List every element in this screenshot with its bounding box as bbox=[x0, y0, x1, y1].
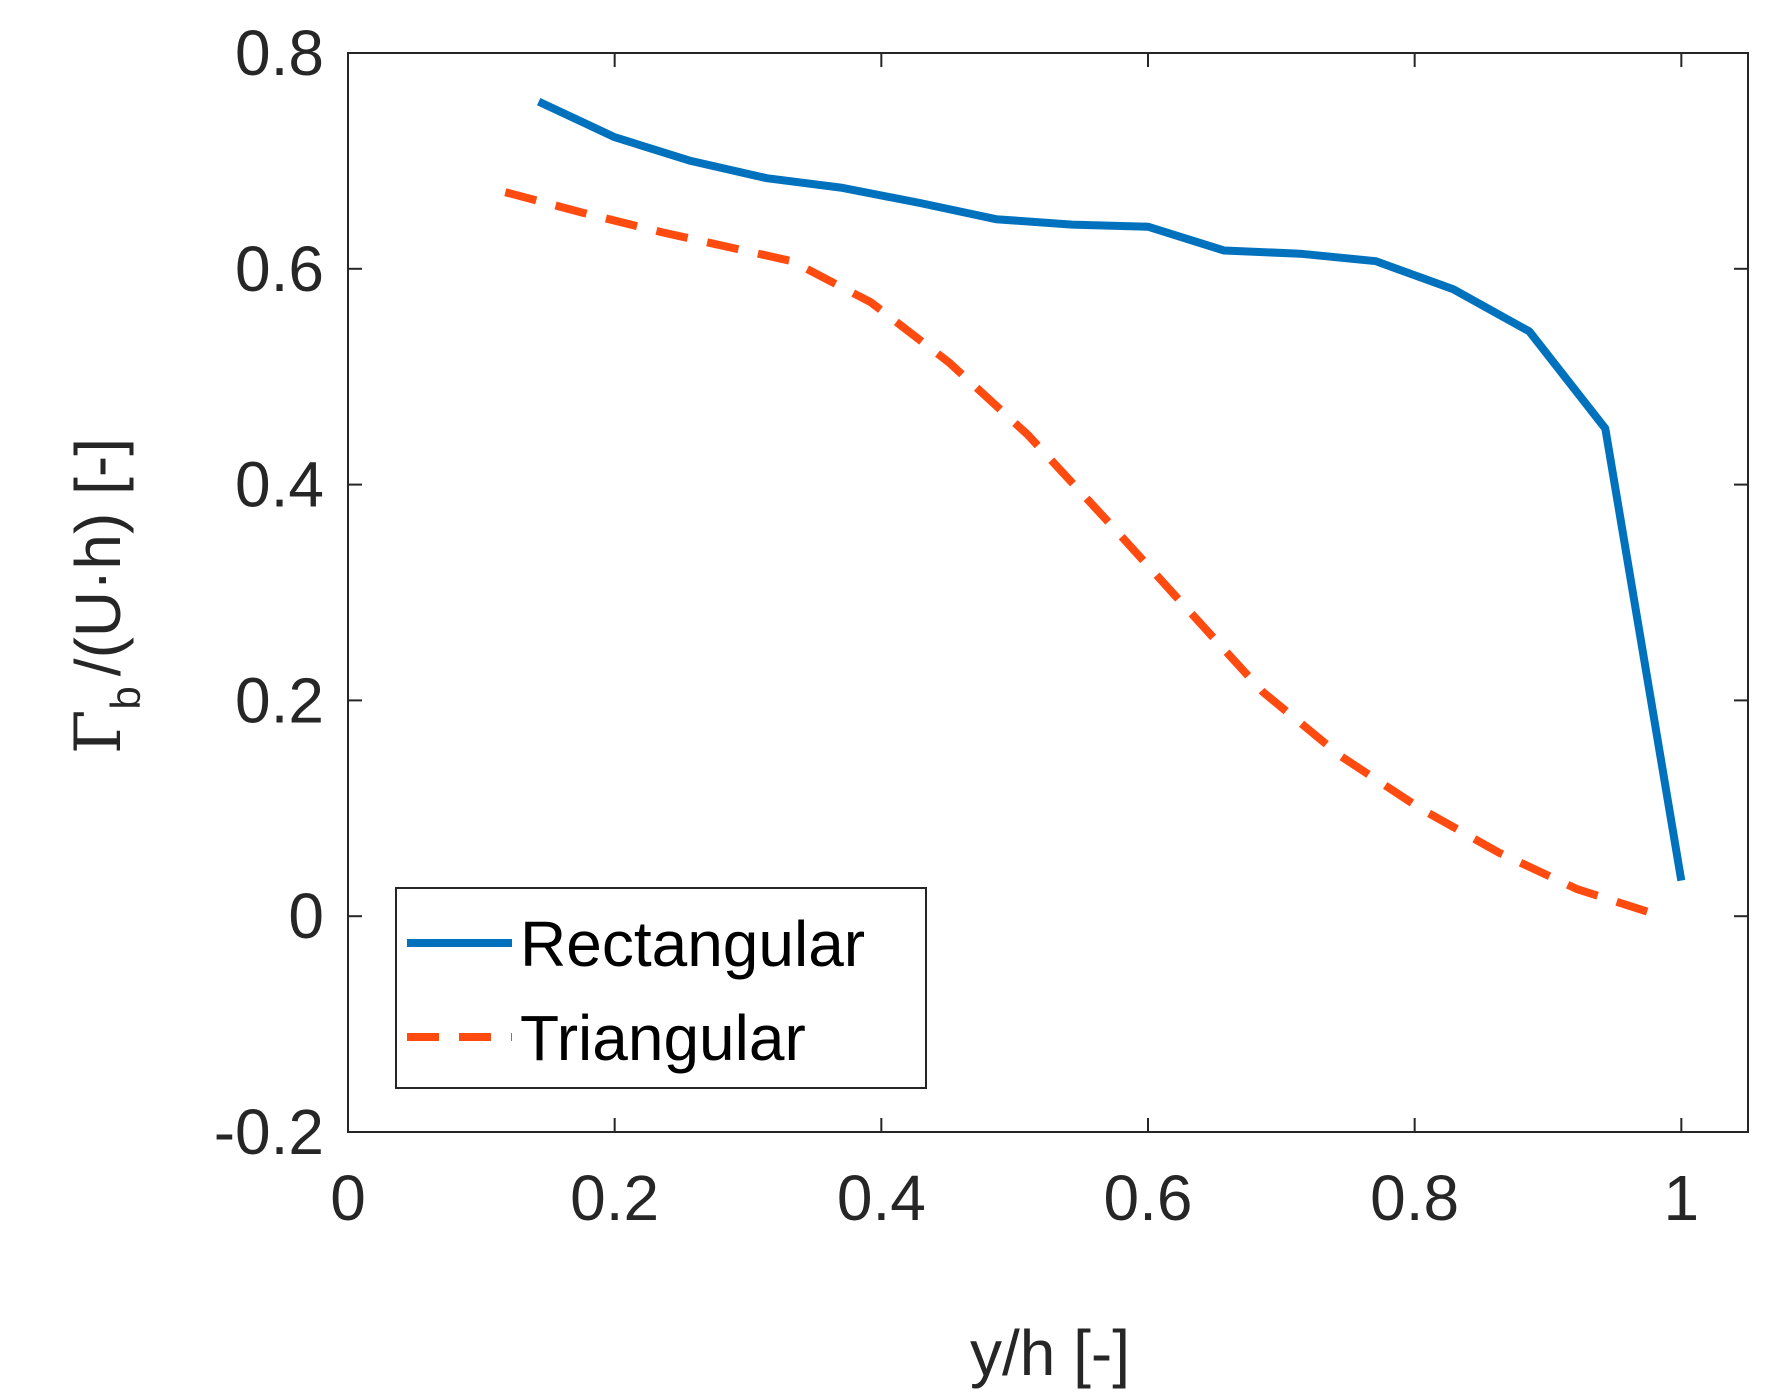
y-axis-label-symbol: Γ bbox=[62, 710, 136, 754]
x-tick-label: 0.8 bbox=[1370, 1162, 1459, 1234]
y-axis-label-rest: /(U·h) [-] bbox=[62, 438, 134, 676]
series-line-rectangular bbox=[537, 97, 1686, 882]
y-axis-label: Γb /(U·h) [-] bbox=[62, 438, 149, 754]
x-axis-label: y/h [-] bbox=[970, 1317, 1130, 1389]
legend: Rectangular Triangular bbox=[395, 887, 927, 1089]
y-tick-label: -0.2 bbox=[214, 1096, 324, 1168]
series-layer bbox=[504, 97, 1686, 918]
y-tick-label: 0.4 bbox=[235, 449, 324, 521]
y-axis-label-subscript: b bbox=[102, 686, 149, 709]
y-tick-label: 0.8 bbox=[235, 17, 324, 89]
axis-ticks bbox=[347, 52, 1748, 1133]
axis-tick-labels: 0 0.2 0.4 0.6 0.8 1-0.200.20.40.60.8 bbox=[214, 17, 1699, 1234]
y-tick-label: 0.6 bbox=[235, 233, 324, 305]
x-tick-label: 0.6 bbox=[1104, 1162, 1193, 1234]
legend-label-triangular: Triangular bbox=[520, 1002, 806, 1074]
legend-box bbox=[395, 887, 927, 1089]
x-tick-label: 1 bbox=[1664, 1162, 1700, 1234]
legend-label-rectangular: Rectangular bbox=[520, 908, 865, 980]
y-tick-label: 0.2 bbox=[235, 664, 324, 736]
series-line-triangular bbox=[504, 188, 1656, 918]
x-tick-label: 0.4 bbox=[837, 1162, 926, 1234]
y-tick-label: 0 bbox=[288, 880, 324, 952]
x-tick-label: 0 bbox=[330, 1162, 366, 1234]
x-tick-label: 0.2 bbox=[570, 1162, 659, 1234]
